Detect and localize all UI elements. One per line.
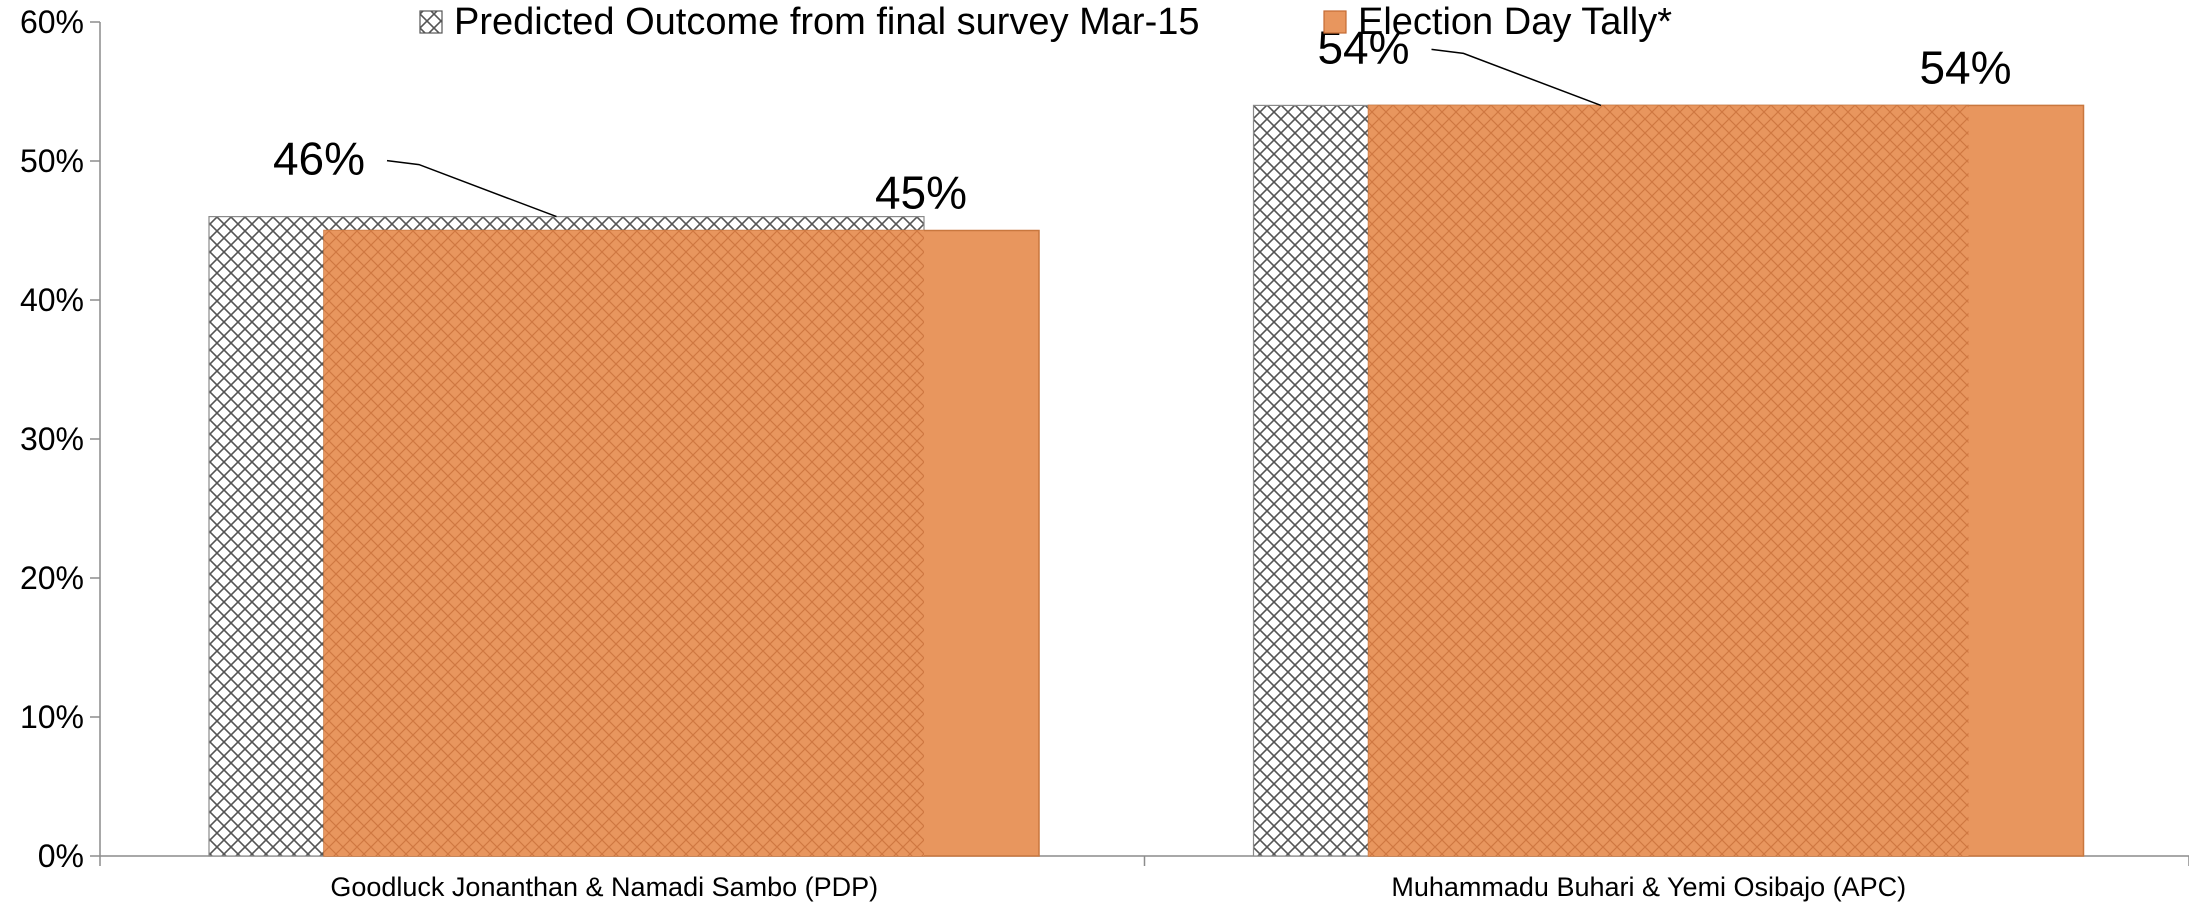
legend-swatch-predicted <box>419 10 443 34</box>
y-tick-label: 50% <box>20 143 84 179</box>
bar-overlap <box>324 230 924 856</box>
bars <box>208 104 2085 857</box>
legend-label-predicted: Predicted Outcome from final survey Mar-… <box>454 1 1200 43</box>
category-labels: Goodluck Jonanthan & Namadi Sambo (PDP) M… <box>330 872 1906 902</box>
axes: 0% 10% 20% 30% 40% 50% 60% <box>20 4 2189 874</box>
bar-overlap <box>1368 105 1969 856</box>
y-tick-label: 20% <box>20 560 84 596</box>
leader-line <box>386 159 557 218</box>
label-leader-lines <box>386 48 1602 218</box>
leader-line <box>1431 48 1602 107</box>
y-tick-label: 30% <box>20 421 84 457</box>
data-label-election: 45% <box>875 167 967 219</box>
data-label-election: 54% <box>1919 41 2011 93</box>
y-tick-label: 40% <box>20 282 84 318</box>
legend-label-election: Election Day Tally* <box>1358 1 1672 43</box>
legend: Predicted Outcome from final survey Mar-… <box>419 1 1672 43</box>
category-label: Muhammadu Buhari & Yemi Osibajo (APC) <box>1391 872 1906 902</box>
data-label-predicted: 46% <box>273 133 365 185</box>
y-tick-label: 0% <box>38 838 84 874</box>
legend-swatch-election <box>1323 10 1347 34</box>
y-tick-label: 60% <box>20 4 84 40</box>
y-tick-label: 10% <box>20 699 84 735</box>
category-label: Goodluck Jonanthan & Namadi Sambo (PDP) <box>330 872 878 902</box>
